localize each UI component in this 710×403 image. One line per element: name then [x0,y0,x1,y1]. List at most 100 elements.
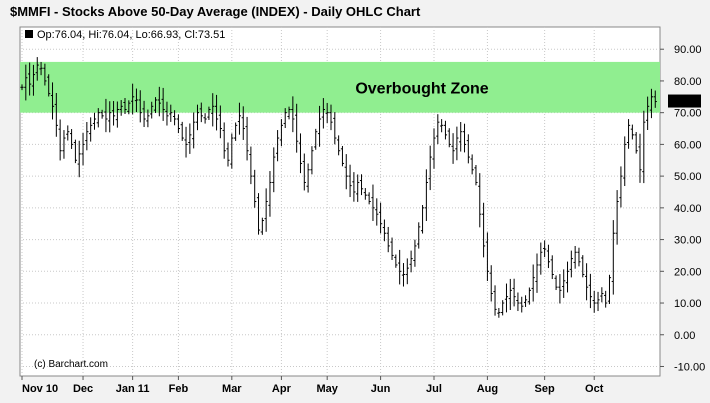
ohlc-bar [184,126,188,158]
ohlc-bar [352,172,356,202]
ohlc-bar [127,100,131,115]
last-value-text: 73.51 [670,97,698,109]
ohlc-bar [577,247,581,267]
ohlc-bar [165,101,169,126]
ohlc-bar [382,219,387,242]
ohlc-bar [69,129,74,149]
overbought-zone-label: Overbought Zone [355,80,488,97]
ohlc-bar [474,165,478,186]
overbought-zone [20,61,660,113]
ohlc-bar [337,135,341,156]
ohlc-bar [138,90,142,123]
ohlc-bar [295,103,299,153]
ohlc-bar [62,130,66,159]
ohlc-bar [31,64,36,96]
ohlc-bar [424,169,428,221]
grid-lines [20,27,660,376]
ohlc-bar [539,242,543,275]
ohlc-bar [600,287,604,303]
ohlc-bar [531,264,535,302]
x-tick-label: Feb [169,383,189,395]
ohlc-bar [340,145,345,167]
y-tick-label: 30.00 [674,235,702,247]
ohlc-bar [317,105,322,147]
y-tick-label: 80.00 [674,76,702,88]
ohlc-bar [77,140,81,178]
ohlc-bar [275,130,280,162]
ohlc-bar [470,154,474,175]
ohlc-bar [459,121,463,152]
ohlc-bar [47,74,51,97]
ohlc-bar [630,124,634,140]
ohlc-bar [188,123,192,154]
ohlc-bar [462,123,467,153]
ohlc-bar [325,102,329,124]
ohlc-bar [428,145,432,191]
ohlc-bar [131,83,135,115]
ohlc-bar [504,283,509,313]
ohlc-bar [230,133,234,169]
last-value-badge [668,94,701,108]
ohlc-bar [256,193,261,235]
x-tick-label: Sep [535,383,555,395]
ohlc-bar [58,119,62,161]
y-tick-label: 20.00 [674,266,702,278]
ohlc-bar [588,273,593,309]
ohlc-bar [234,122,238,141]
ohlc-bar [146,109,150,128]
x-tick-label: Oct [585,383,604,395]
y-tick-label: 0.00 [674,330,695,342]
ohlc-bar [626,119,631,149]
ohlc-bar [565,261,570,293]
x-tick-label: May [316,383,338,395]
ohlc-bar [604,290,608,308]
ohlc-bar [554,275,558,291]
ohlc-bar [142,100,146,128]
ohlc-bar [172,110,177,126]
ohlc-marker-icon [25,30,33,38]
ohlc-bar [573,245,577,269]
ohlc-bar [150,101,154,119]
ohlc-bar [100,109,104,119]
ohlc-bar [108,101,112,133]
ohlc-bar [195,104,200,131]
y-tick-label: 40.00 [674,203,702,215]
ohlc-bar [623,136,627,187]
ohlc-bar [375,198,379,226]
x-tick-label: Nov 10 [22,383,58,395]
ohlc-bar [348,164,352,198]
ohlc-bar [523,295,528,307]
x-tick-label: Jun [371,383,391,395]
ohlc-bar [207,106,211,120]
ohlc-bar [226,142,230,167]
x-tick-label: Aug [477,383,498,395]
ohlc-bar [161,87,165,121]
ohlc-bar [291,96,295,133]
ohlc-bar [123,97,127,115]
ohlc-bar [466,134,470,164]
ohlc-bar [478,173,482,228]
ohlc-bar [638,133,642,183]
ohlc-bar [134,88,139,113]
ohlc-bar [546,244,551,269]
ohlc-bar [592,290,596,313]
ohlc-bar [92,112,97,130]
ohlc-bar [562,269,566,298]
ohlc-bar [218,105,222,139]
ohlc-bar [451,133,455,164]
ohlc-bar [157,86,161,117]
ohlc-bar [28,62,32,96]
x-tick-label: Apr [272,383,292,395]
ohlc-bar [253,169,257,208]
ohlc-bar [20,84,24,91]
ohlc-bar [619,166,623,208]
ohlc-bar [378,202,383,234]
ohlc-bar [237,102,242,135]
ohlc-bar [169,104,173,122]
ohlc-bar [440,119,444,133]
ohlc-bar [371,184,375,221]
ohlc-bar [367,192,371,205]
ohlc-bar [104,98,108,133]
ohlc-bar [333,112,337,145]
ohlc-bar [54,92,58,137]
